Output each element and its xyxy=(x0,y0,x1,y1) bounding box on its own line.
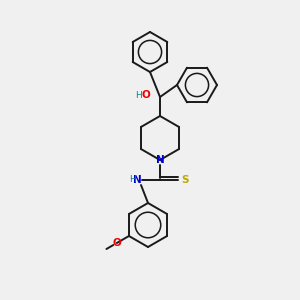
Text: N: N xyxy=(156,155,164,165)
Text: S: S xyxy=(181,175,188,185)
Text: H: H xyxy=(135,91,142,100)
Text: H: H xyxy=(129,176,136,184)
Text: O: O xyxy=(112,238,121,248)
Text: O: O xyxy=(141,90,150,100)
Text: N: N xyxy=(133,175,142,185)
